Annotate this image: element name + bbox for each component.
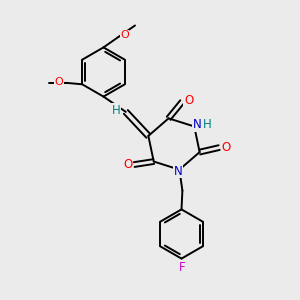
Text: O: O bbox=[221, 141, 230, 154]
Text: N: N bbox=[173, 165, 182, 178]
Text: H: H bbox=[202, 118, 211, 131]
Text: O: O bbox=[55, 77, 64, 87]
Text: O: O bbox=[120, 30, 129, 40]
Text: F: F bbox=[179, 261, 185, 274]
Text: H: H bbox=[112, 104, 121, 117]
Text: O: O bbox=[184, 94, 193, 107]
Text: N: N bbox=[193, 118, 202, 131]
Text: O: O bbox=[123, 158, 132, 171]
